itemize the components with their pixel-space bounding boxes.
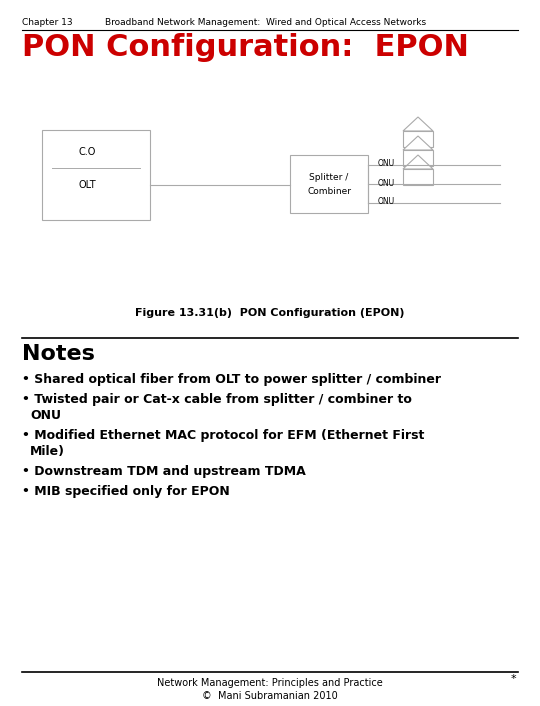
Text: • Shared optical fiber from OLT to power splitter / combiner: • Shared optical fiber from OLT to power… <box>22 373 441 386</box>
Text: Broadband Network Management:  Wired and Optical Access Networks: Broadband Network Management: Wired and … <box>105 18 426 27</box>
Text: Chapter 13: Chapter 13 <box>22 18 72 27</box>
Text: ONU: ONU <box>378 198 395 206</box>
Text: C.O: C.O <box>79 147 96 157</box>
Text: PON Configuration:  EPON: PON Configuration: EPON <box>22 33 469 62</box>
Polygon shape <box>403 117 433 131</box>
Text: OLT: OLT <box>78 180 96 190</box>
Text: • Modified Ethernet MAC protocol for EFM (Ethernet First: • Modified Ethernet MAC protocol for EFM… <box>22 429 424 442</box>
Bar <box>403 150 433 166</box>
Bar <box>403 169 433 185</box>
Text: • MIB specified only for EPON: • MIB specified only for EPON <box>22 485 230 498</box>
Polygon shape <box>403 136 433 150</box>
Polygon shape <box>403 155 433 169</box>
Text: Notes: Notes <box>22 344 95 364</box>
Text: Figure 13.31(b)  PON Configuration (EPON): Figure 13.31(b) PON Configuration (EPON) <box>135 308 405 318</box>
Text: ONU: ONU <box>30 409 61 422</box>
Text: Mile): Mile) <box>30 445 65 458</box>
Text: Splitter /: Splitter / <box>309 174 349 182</box>
Text: ONU: ONU <box>378 160 395 169</box>
Bar <box>403 131 433 147</box>
Text: • Downstream TDM and upstream TDMA: • Downstream TDM and upstream TDMA <box>22 465 306 478</box>
Bar <box>290 155 368 213</box>
Bar <box>42 130 150 220</box>
Text: Combiner: Combiner <box>307 186 351 196</box>
Text: Network Management: Principles and Practice: Network Management: Principles and Pract… <box>157 678 383 688</box>
Text: • Twisted pair or Cat-x cable from splitter / combiner to: • Twisted pair or Cat-x cable from split… <box>22 393 412 406</box>
Text: ©  Mani Subramanian 2010: © Mani Subramanian 2010 <box>202 691 338 701</box>
Text: *: * <box>510 674 516 684</box>
Text: ONU: ONU <box>378 179 395 188</box>
